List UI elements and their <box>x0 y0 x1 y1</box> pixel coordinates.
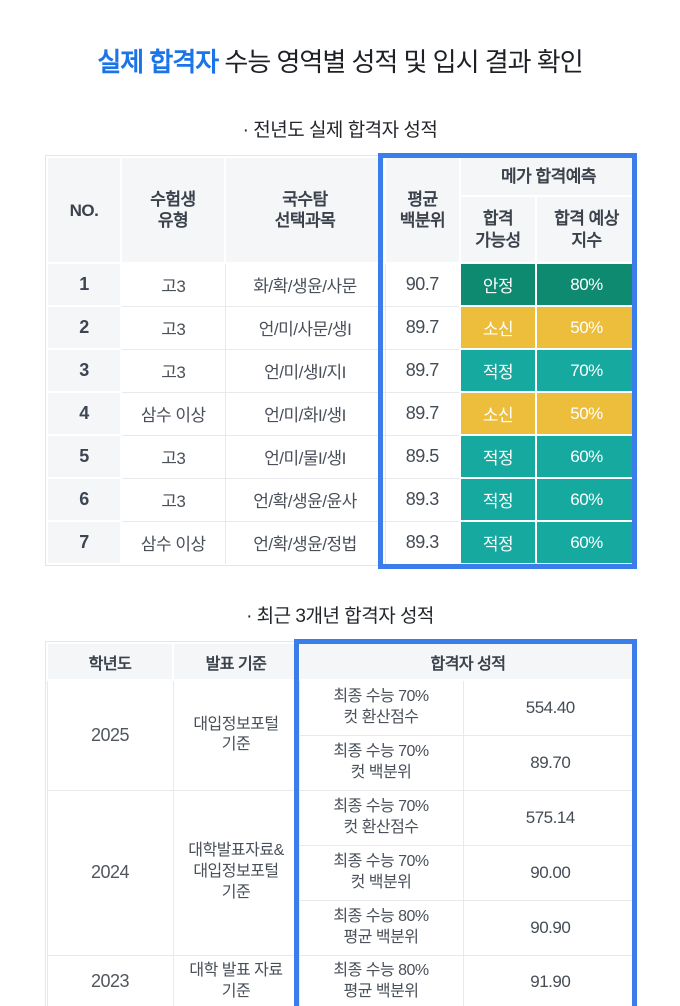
possibility-badge: 적정 <box>459 434 537 480</box>
possibility-badge: 소신 <box>459 391 537 437</box>
page-title: 실제 합격자 수능 영역별 성적 및 입시 결과 확인 <box>0 47 680 78</box>
subjects: 화/확/생윤/사문 <box>224 262 385 307</box>
possibility-badge: 안정 <box>459 262 537 308</box>
col-header-score: 합격자 성적 <box>297 642 639 682</box>
student-type: 삼수 이상 <box>120 520 225 565</box>
previous-year-table-wrap: NO. 수험생 유형 국수탐 선택과목 평균 백분위 메가 합격예측 합격 가능… <box>45 153 639 570</box>
student-type: 고3 <box>120 262 225 307</box>
subjects: 언/미/물I/생I <box>224 434 385 479</box>
table-row: 2 고3 언/미/사문/생I 89.7 소신 50% <box>46 305 639 351</box>
year-cell: 2023 <box>46 954 173 1006</box>
score-value: 575.14 <box>462 789 638 846</box>
score-value: 91.90 <box>462 954 638 1006</box>
score-label: 최종 수능 70% 컷 백분위 <box>298 734 463 791</box>
score-label: 최종 수능 70% 컷 환산점수 <box>298 789 463 846</box>
index-badge: 70% <box>534 348 639 394</box>
student-type: 삼수 이상 <box>120 391 225 436</box>
col-header-basis: 발표 기준 <box>172 642 300 682</box>
row-number: 5 <box>46 434 122 480</box>
score-value: 90.90 <box>462 899 638 956</box>
col-header-subjects: 국수탐 선택과목 <box>224 156 386 265</box>
section2-subtitle: · 최근 3개년 합격자 성적 <box>246 606 434 628</box>
possibility-badge: 소신 <box>459 305 537 351</box>
previous-year-score-table: NO. 수험생 유형 국수탐 선택과목 평균 백분위 메가 합격예측 합격 가능… <box>46 156 639 566</box>
score-value: 89.70 <box>462 734 638 791</box>
col-header-student-type: 수험생 유형 <box>120 156 226 265</box>
possibility-badge: 적정 <box>459 477 537 523</box>
basis-cell: 대학 발표 자료 기준 <box>172 954 299 1006</box>
table-row: 최종 수능 70% 컷 백분위 90.00 <box>47 844 638 901</box>
year-cell: 2025 <box>46 679 173 791</box>
student-type: 고3 <box>120 348 225 393</box>
avg-percentile: 89.3 <box>384 520 460 565</box>
student-type: 고3 <box>120 477 225 522</box>
row-number: 1 <box>46 262 122 308</box>
score-value: 554.40 <box>462 679 638 736</box>
avg-percentile: 89.7 <box>384 391 460 436</box>
table-row: 1 고3 화/확/생윤/사문 90.7 안정 80% <box>46 262 639 308</box>
section1-subtitle: · 전년도 실제 합격자 성적 <box>242 120 438 142</box>
index-badge: 60% <box>534 434 639 480</box>
table-row: 3 고3 언/미/생I/지I 89.7 적정 70% <box>46 348 639 394</box>
row-number: 3 <box>46 348 122 394</box>
page-title-rest: 수능 영역별 성적 및 입시 결과 확인 <box>218 47 583 77</box>
possibility-badge: 적정 <box>459 520 537 566</box>
col-header-pass-possibility: 합격 가능성 <box>459 195 537 265</box>
table-row: 6 고3 언/확/생윤/윤사 89.3 적정 60% <box>46 477 639 523</box>
student-type: 고3 <box>120 305 225 350</box>
col-header-no: NO. <box>46 156 122 265</box>
avg-percentile: 89.7 <box>384 305 460 350</box>
col-header-avg-percentile: 평균 백분위 <box>384 156 461 265</box>
subjects: 언/미/사문/생I <box>224 305 385 350</box>
score-label: 최종 수능 80% 평균 백분위 <box>298 954 463 1006</box>
basis-cell: 대입정보포털 기준 <box>172 679 299 791</box>
index-badge: 60% <box>534 477 639 523</box>
table-row: 4 삼수 이상 언/미/화I/생I 89.7 소신 50% <box>46 391 639 437</box>
index-badge: 50% <box>534 391 639 437</box>
student-type: 고3 <box>120 434 225 479</box>
avg-percentile: 89.7 <box>384 348 460 393</box>
basis-cell: 대학발표자료& 대입정보포털 기준 <box>172 789 299 956</box>
table-row: 2024 대학발표자료& 대입정보포털 기준 최종 수능 70% 컷 환산점수 … <box>46 789 638 956</box>
subjects: 언/미/화I/생I <box>224 391 385 436</box>
page-title-highlight: 실제 합격자 <box>97 47 219 77</box>
table-row: 최종 수능 70% 컷 백분위 89.70 <box>47 734 638 791</box>
score-label: 최종 수능 70% 컷 백분위 <box>298 844 463 901</box>
index-badge: 80% <box>534 262 639 308</box>
table-row: 5 고3 언/미/물I/생I 89.5 적정 60% <box>46 434 639 480</box>
row-number: 4 <box>46 391 122 437</box>
score-label: 최종 수능 70% 컷 환산점수 <box>298 679 463 736</box>
possibility-badge: 적정 <box>459 348 537 394</box>
index-badge: 60% <box>534 520 639 566</box>
table-row: 7 삼수 이상 언/확/생윤/정법 89.3 적정 60% <box>46 520 639 566</box>
subjects: 언/미/생I/지I <box>224 348 385 393</box>
subjects: 언/확/생윤/정법 <box>224 520 385 565</box>
col-header-pass-index: 합격 예상 지수 <box>534 195 639 265</box>
avg-percentile: 90.7 <box>384 262 460 307</box>
subjects: 언/확/생윤/윤사 <box>224 477 385 522</box>
row-number: 6 <box>46 477 122 523</box>
avg-percentile: 89.5 <box>384 434 460 479</box>
table-row: 2023 대학 발표 자료 기준 최종 수능 80% 평균 백분위 91.90 <box>46 954 638 1006</box>
index-badge: 50% <box>534 305 639 351</box>
table-row: 2025 대입정보포털 기준 최종 수능 70% 컷 환산점수 554.40 <box>46 679 638 791</box>
score-value: 90.00 <box>462 844 638 901</box>
row-number: 7 <box>46 520 122 566</box>
col-header-prediction-group: 메가 합격예측 <box>458 156 639 198</box>
year-cell: 2024 <box>46 789 173 956</box>
row-number: 2 <box>46 305 122 351</box>
avg-percentile: 89.3 <box>384 477 460 522</box>
col-header-year: 학년도 <box>46 642 174 682</box>
three-year-score-table: 학년도 발표 기준 합격자 성적 2025 대입정보포털 기준 최종 수능 70… <box>46 642 639 1006</box>
table-row: 최종 수능 80% 평균 백분위 90.90 <box>47 899 638 956</box>
three-year-table-wrap: 학년도 발표 기준 합격자 성적 2025 대입정보포털 기준 최종 수능 70… <box>45 639 639 1006</box>
score-label: 최종 수능 80% 평균 백분위 <box>298 899 463 956</box>
